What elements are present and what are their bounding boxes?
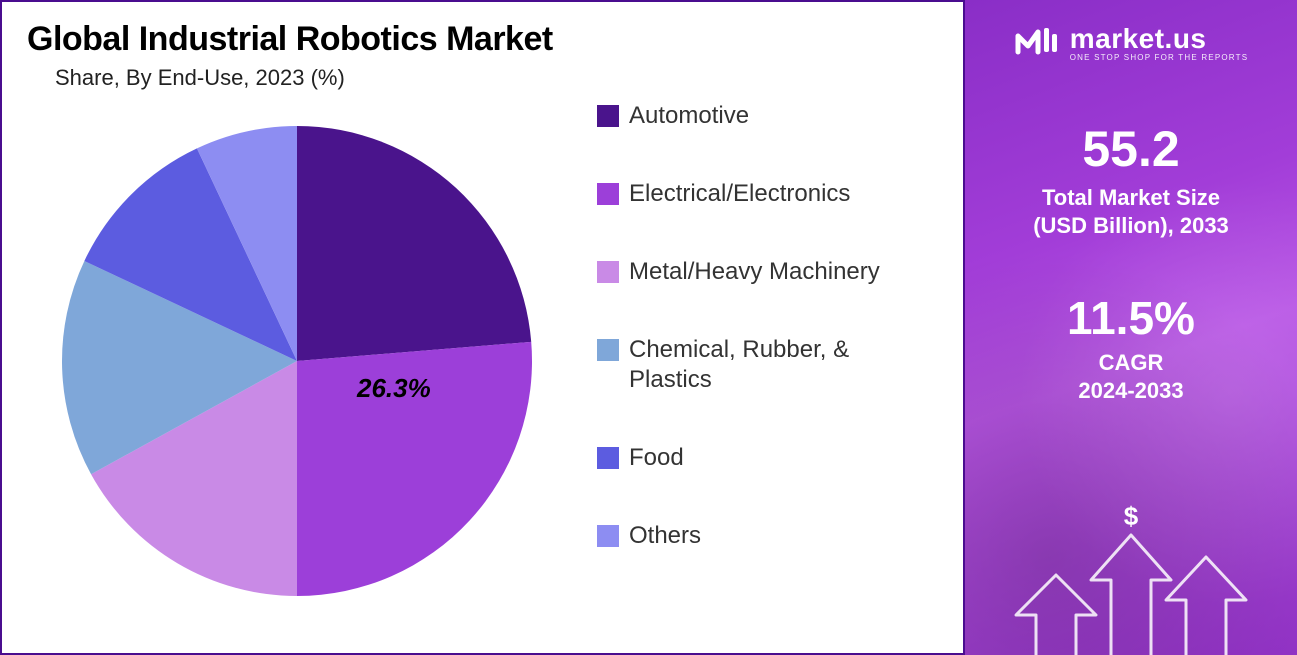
legend-item: Chemical, Rubber, & Plastics [597,335,943,395]
legend-label: Chemical, Rubber, & Plastics [629,335,909,395]
main-panel: Global Industrial Robotics Market Share,… [0,0,965,655]
brand: market.us ONE STOP SHOP FOR THE REPORTS [1014,22,1249,62]
stat-cagr-value: 11.5% [1067,291,1195,345]
legend-item: Metal/Heavy Machinery [597,257,943,287]
stat-cagr-label: CAGR 2024-2033 [1067,349,1195,404]
legend-swatch [597,525,619,547]
brand-name: market.us [1070,23,1249,55]
legend-label: Automotive [629,101,749,131]
legend-item: Others [597,521,943,551]
side-panel: market.us ONE STOP SHOP FOR THE REPORTS … [965,0,1297,655]
legend-swatch [597,183,619,205]
legend-label: Electrical/Electronics [629,179,850,209]
legend-swatch [597,339,619,361]
legend-swatch [597,261,619,283]
pie-chart: 26.3% [27,101,567,621]
stat-market-size-label: Total Market Size (USD Billion), 2033 [1033,184,1229,239]
brand-tagline: ONE STOP SHOP FOR THE REPORTS [1070,53,1249,62]
legend-label: Metal/Heavy Machinery [629,257,880,287]
legend-label: Food [629,443,684,473]
stat-market-size-value: 55.2 [1033,120,1229,178]
pie-slice-label: 26.3% [357,373,431,404]
chart-subtitle: Share, By End-Use, 2023 (%) [55,65,943,91]
dollar-icon: $ [1124,501,1139,531]
legend-item: Food [597,443,943,473]
growth-arrows-icon: $ [965,495,1297,655]
brand-logo-icon [1014,22,1060,62]
legend-item: Electrical/Electronics [597,179,943,209]
pie-slice [297,126,531,361]
legend: Automotive Electrical/Electronics Metal/He… [567,101,943,551]
legend-swatch [597,105,619,127]
chart-row: 26.3% Automotive Electrical/Electronics Me… [27,101,943,643]
legend-swatch [597,447,619,469]
legend-item: Automotive [597,101,943,131]
legend-label: Others [629,521,701,551]
chart-title: Global Industrial Robotics Market [27,20,943,59]
